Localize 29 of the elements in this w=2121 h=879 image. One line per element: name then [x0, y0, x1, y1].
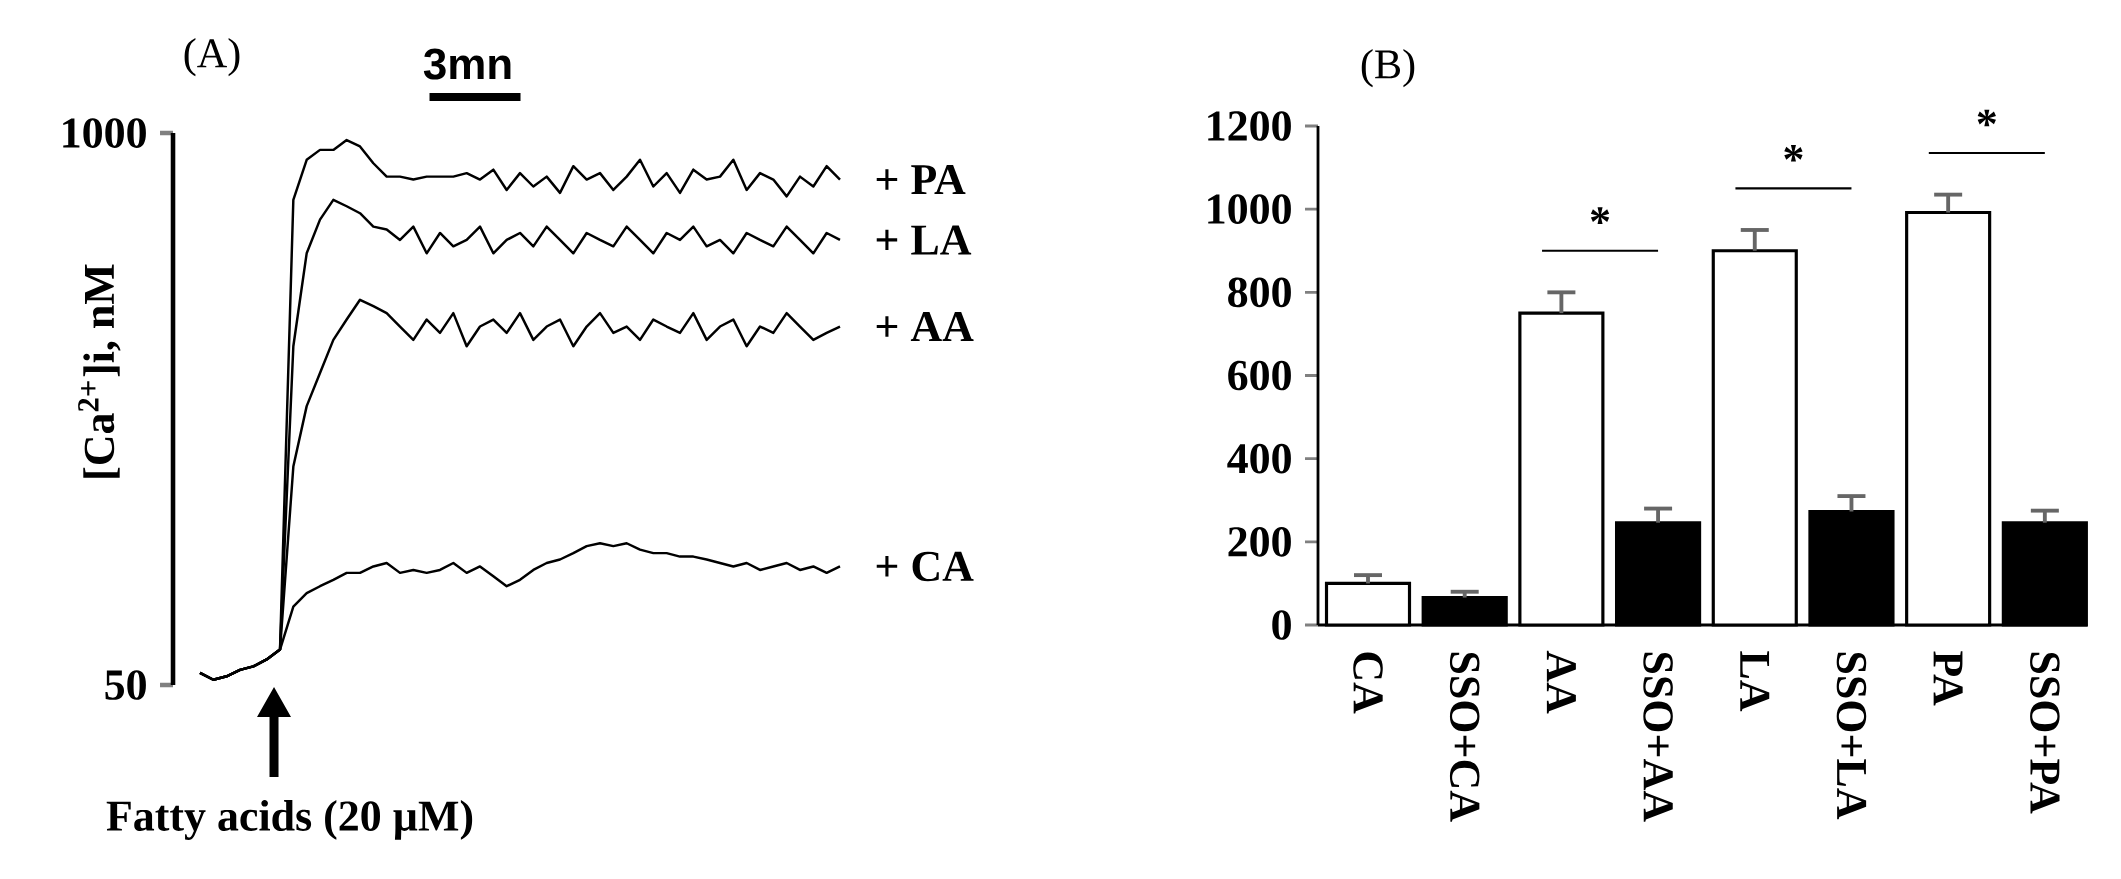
chart-title: (A)	[184, 37, 240, 77]
series-label: + PA	[876, 165, 966, 195]
y-tick-label: 50	[105, 670, 146, 700]
y-axis-title: [Ca$^{2+}$]i, nM	[78, 264, 121, 478]
chart-title: (B)	[1361, 48, 1415, 88]
x-tick-label: PA	[1933, 651, 1963, 706]
x-tick-label: SSO+AA	[1643, 652, 1673, 822]
y-tick-label: 800	[1228, 277, 1291, 308]
y-tick-label: 1000	[63, 118, 146, 148]
annotation: *	[1784, 144, 1803, 162]
y-tick-label: 400	[1227, 443, 1291, 474]
x-tick-label: SSO+CA	[1449, 652, 1480, 822]
y-tick-label: 600	[1228, 360, 1291, 391]
annotation: *	[1977, 109, 1996, 127]
y-tick-label: 1200	[1208, 111, 1291, 141]
series-label: + CA	[876, 551, 974, 582]
x-tick-label: LA	[1740, 651, 1770, 712]
y-tick-label: 1000	[1208, 194, 1291, 225]
annotation: *	[1590, 207, 1610, 224]
x-tick-label: SSO+LA	[1836, 652, 1867, 820]
y-tick-label: 200	[1228, 527, 1291, 557]
text: 3mn	[423, 48, 511, 80]
y-tick-label: 0	[1272, 610, 1291, 640]
x-tick-label: CA	[1353, 652, 1383, 714]
x-tick-label: SSO+PA	[2030, 652, 2060, 814]
series-label: + LA	[876, 225, 972, 255]
x-tick-label: AA	[1546, 650, 1576, 714]
text: Fatty acids (20 µM)	[106, 800, 473, 840]
series-label: + AA	[876, 312, 974, 342]
